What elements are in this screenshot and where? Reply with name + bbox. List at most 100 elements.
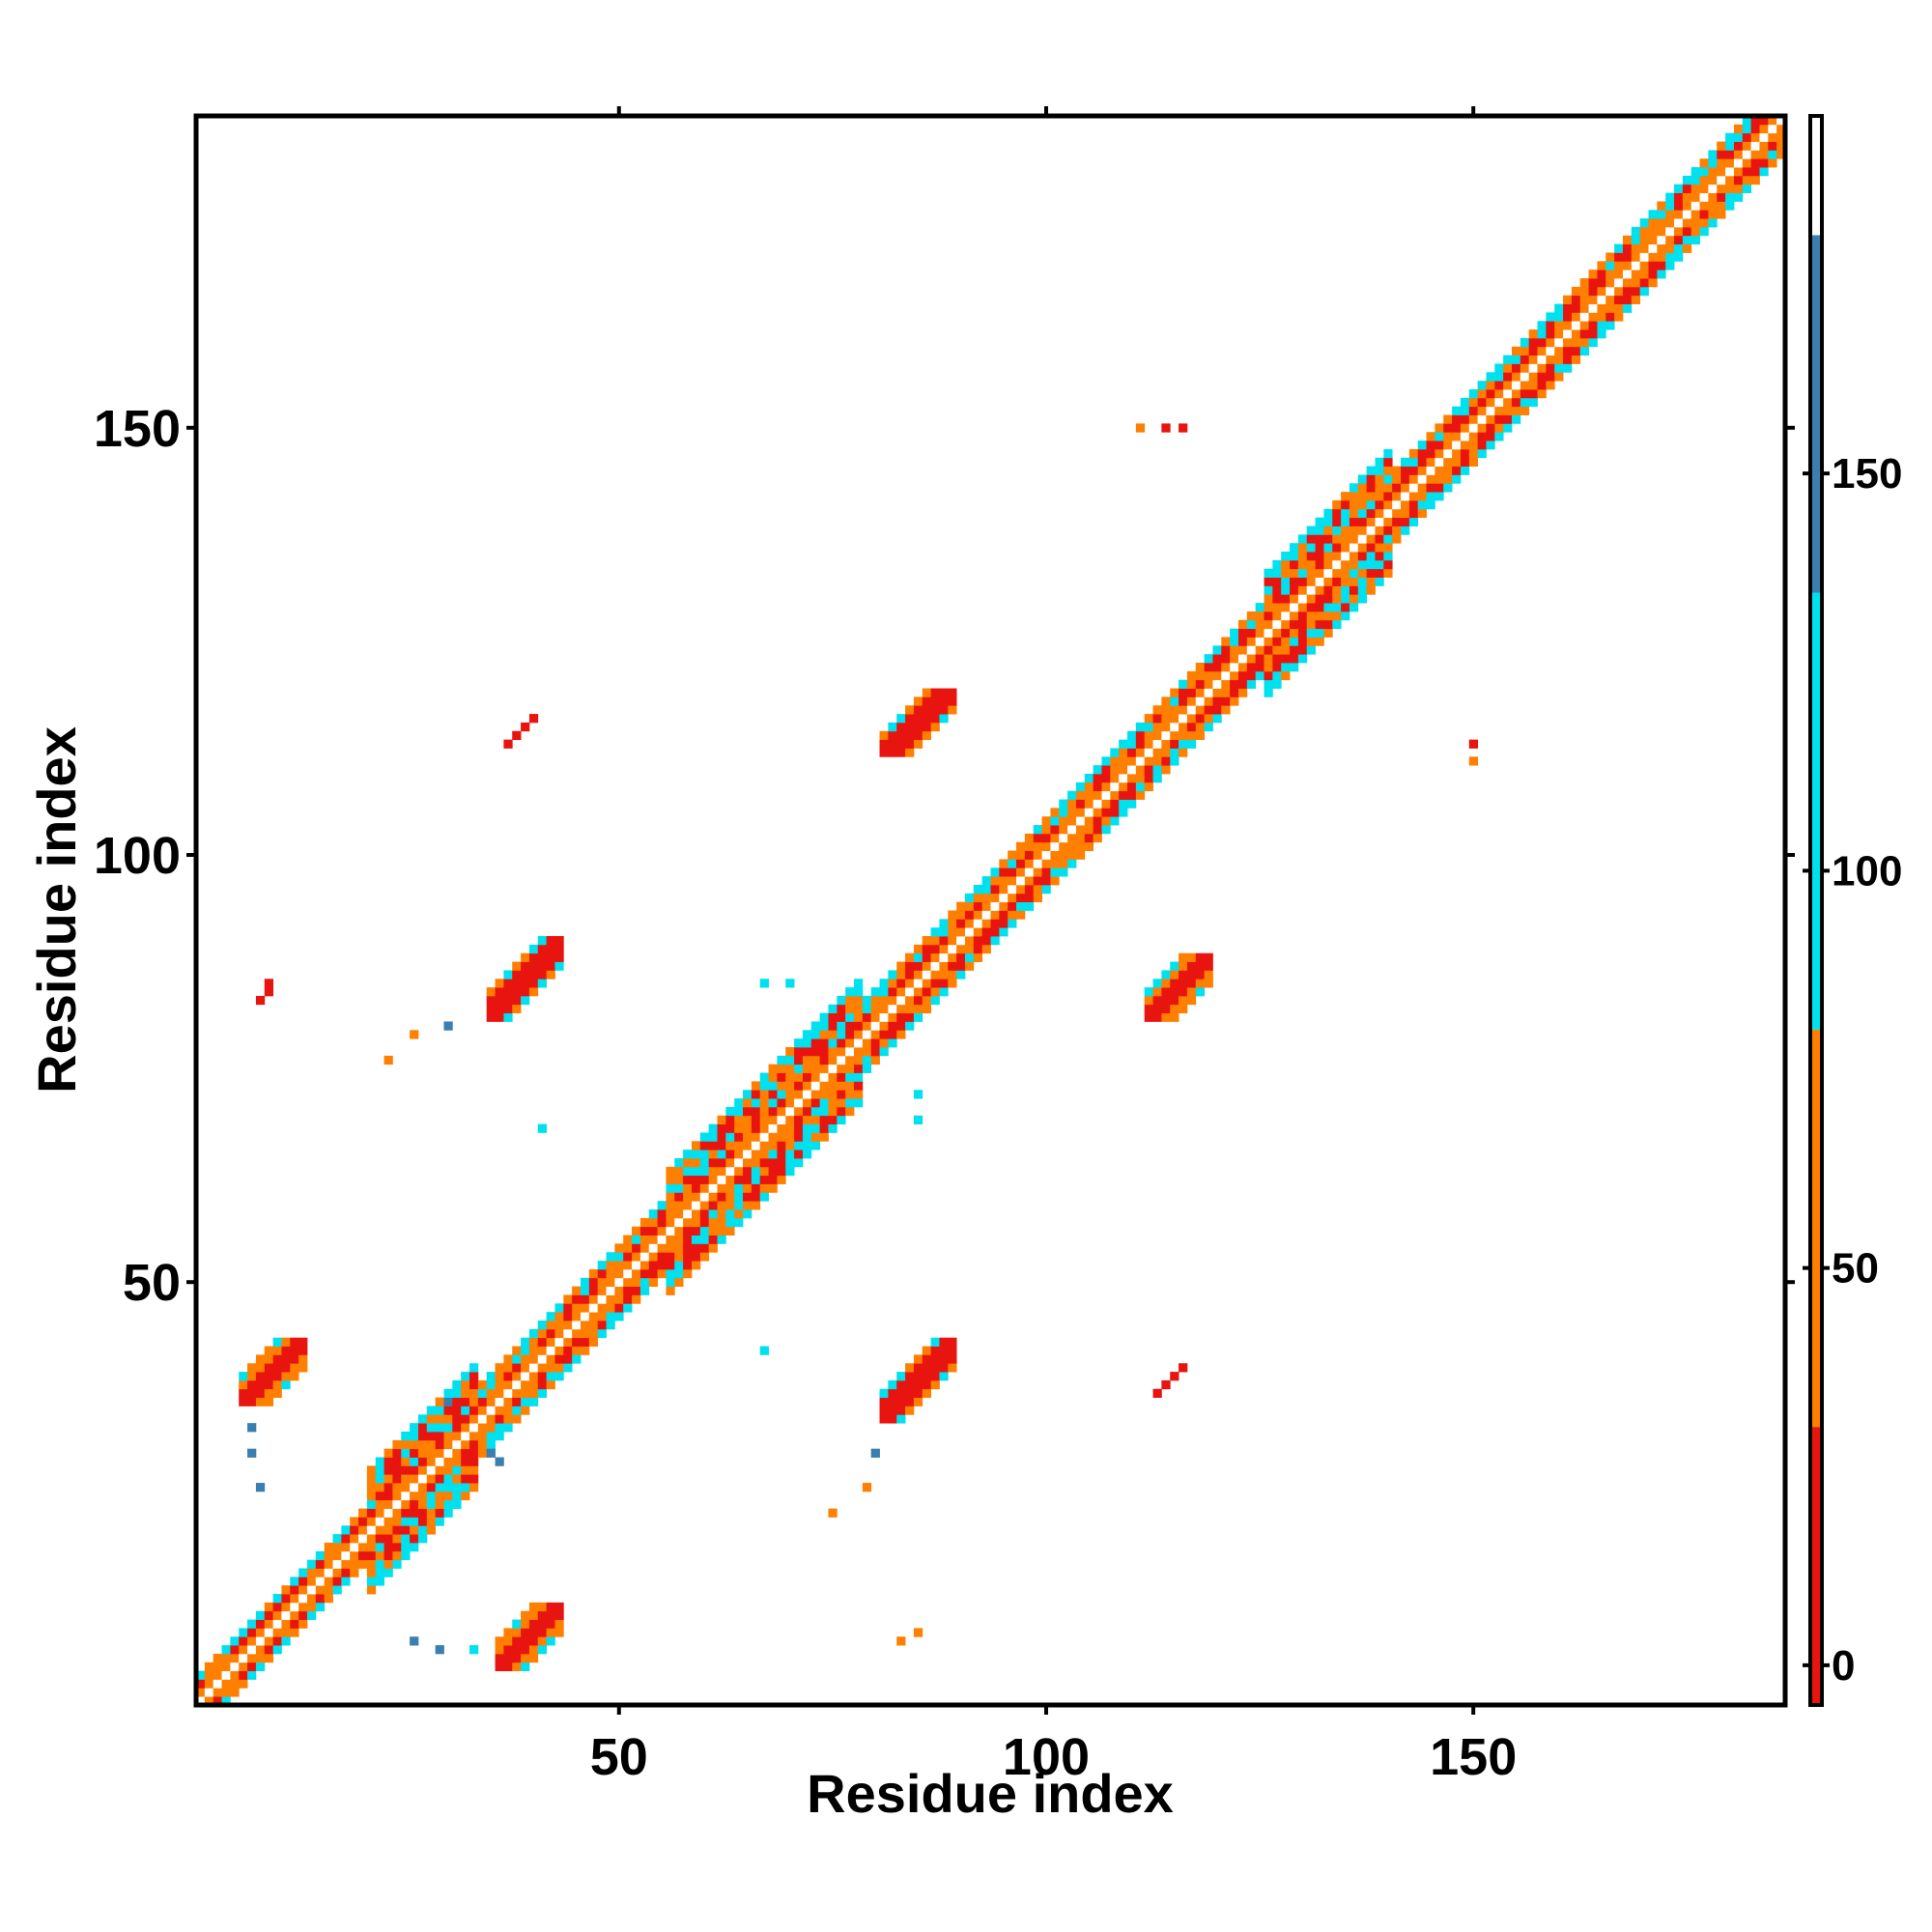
heatmap-cell [794,1106,804,1117]
heatmap-cell [1460,457,1470,467]
heatmap-cell [410,1517,419,1526]
heatmap-cell [477,1406,488,1415]
heatmap-cell [554,1354,564,1364]
heatmap-cell [845,1055,855,1065]
heatmap-cell [1144,714,1153,724]
heatmap-cell [1452,440,1462,450]
heatmap-cell [1520,337,1530,348]
heatmap-cell [1195,670,1205,681]
heatmap-cell [1230,645,1239,655]
heatmap-cell [1435,457,1444,467]
heatmap-cell [1341,603,1350,612]
heatmap-cell [563,1303,573,1313]
heatmap-cell [554,1303,564,1313]
heatmap-cell [1682,184,1692,193]
heatmap-cell [1050,859,1060,868]
heatmap-cell [1768,116,1777,126]
heatmap-cell [896,979,906,988]
heatmap-cell [503,1645,513,1655]
heatmap-cell [1401,474,1410,484]
heatmap-cell [1639,261,1649,270]
heatmap-cell [537,936,547,946]
heatmap-cell [1144,756,1153,766]
heatmap-cell [1648,210,1658,219]
heatmap-cell [964,936,975,946]
heatmap-cell [239,1388,248,1399]
heatmap-cell [298,1346,308,1355]
heatmap-cell [1486,414,1495,424]
heatmap-cell [1375,568,1384,578]
heatmap-cell [401,1457,411,1466]
heatmap-cell [828,1508,838,1518]
heatmap-cell [426,1499,437,1509]
heatmap-cell [810,1021,821,1031]
heatmap-cell [298,1337,308,1347]
heatmap-cell [614,1243,624,1253]
heatmap-cell [717,1166,726,1177]
heatmap-cell [298,1585,308,1595]
heatmap-cell [503,1379,513,1390]
heatmap-cell [1119,756,1128,766]
heatmap-cell [1008,910,1017,920]
heatmap-cell [948,1346,957,1355]
heatmap-cell [358,1534,368,1544]
heatmap-cell [810,1072,821,1082]
heatmap-cell [1477,397,1487,408]
heatmap-cell [1588,321,1598,330]
heatmap-cell [1024,850,1035,860]
heatmap-cell [777,1150,786,1159]
heatmap-cell [1605,303,1615,313]
heatmap-cell [845,1072,855,1082]
heatmap-cell [666,1192,675,1202]
heatmap-cell [1332,603,1342,612]
heatmap-cell [213,1688,222,1697]
heatmap-cell [1161,705,1171,715]
heatmap-cell [1323,577,1333,586]
heatmap-cell [375,1508,384,1518]
heatmap-cell [410,1030,419,1039]
heatmap-cell [495,995,504,1006]
heatmap-cell [521,1636,530,1646]
heatmap-cell [948,1363,957,1373]
heatmap-cell [1546,329,1555,339]
heatmap-cell [426,1517,437,1526]
heatmap-cell [469,1414,479,1424]
heatmap-cell [1221,663,1231,672]
heatmap-cell [1733,141,1744,151]
heatmap-cell [1332,619,1342,630]
heatmap-cell [930,1354,940,1364]
heatmap-cell [546,936,555,946]
heatmap-cell [648,1277,658,1288]
heatmap-cell [1127,781,1137,792]
heatmap-cell [247,1423,257,1433]
heatmap-cell [964,919,975,928]
heatmap-cell [1546,381,1555,390]
heatmap-cell [384,1559,393,1569]
heatmap-cell [528,1610,539,1620]
heatmap-cell [264,1354,273,1364]
heatmap-cell [1742,158,1752,168]
heatmap-cell [1665,218,1675,228]
heatmap-cell [239,1379,248,1390]
heatmap-cell [1708,210,1718,219]
heatmap-cell [1742,175,1752,185]
heatmap-cell [392,1550,402,1561]
heatmap-cell [691,1235,701,1244]
heatmap-cell [905,1388,915,1399]
heatmap-cell [674,1261,684,1270]
heatmap-cell [410,1457,419,1466]
heatmap-cell [1468,739,1479,749]
heatmap-cell [1392,492,1402,501]
heatmap-cell [768,1157,778,1168]
heatmap-cell [1717,210,1726,219]
heatmap-cell [452,1406,462,1415]
heatmap-cell [452,1397,462,1406]
heatmap-cell [350,1550,359,1561]
heatmap-cell [948,919,957,928]
heatmap-cell [888,748,897,757]
heatmap-cell [221,1696,231,1706]
heatmap-cell [1631,286,1641,297]
heatmap-cell [528,1346,539,1355]
heatmap-cell [1186,952,1197,962]
heatmap-cell [1135,756,1146,766]
